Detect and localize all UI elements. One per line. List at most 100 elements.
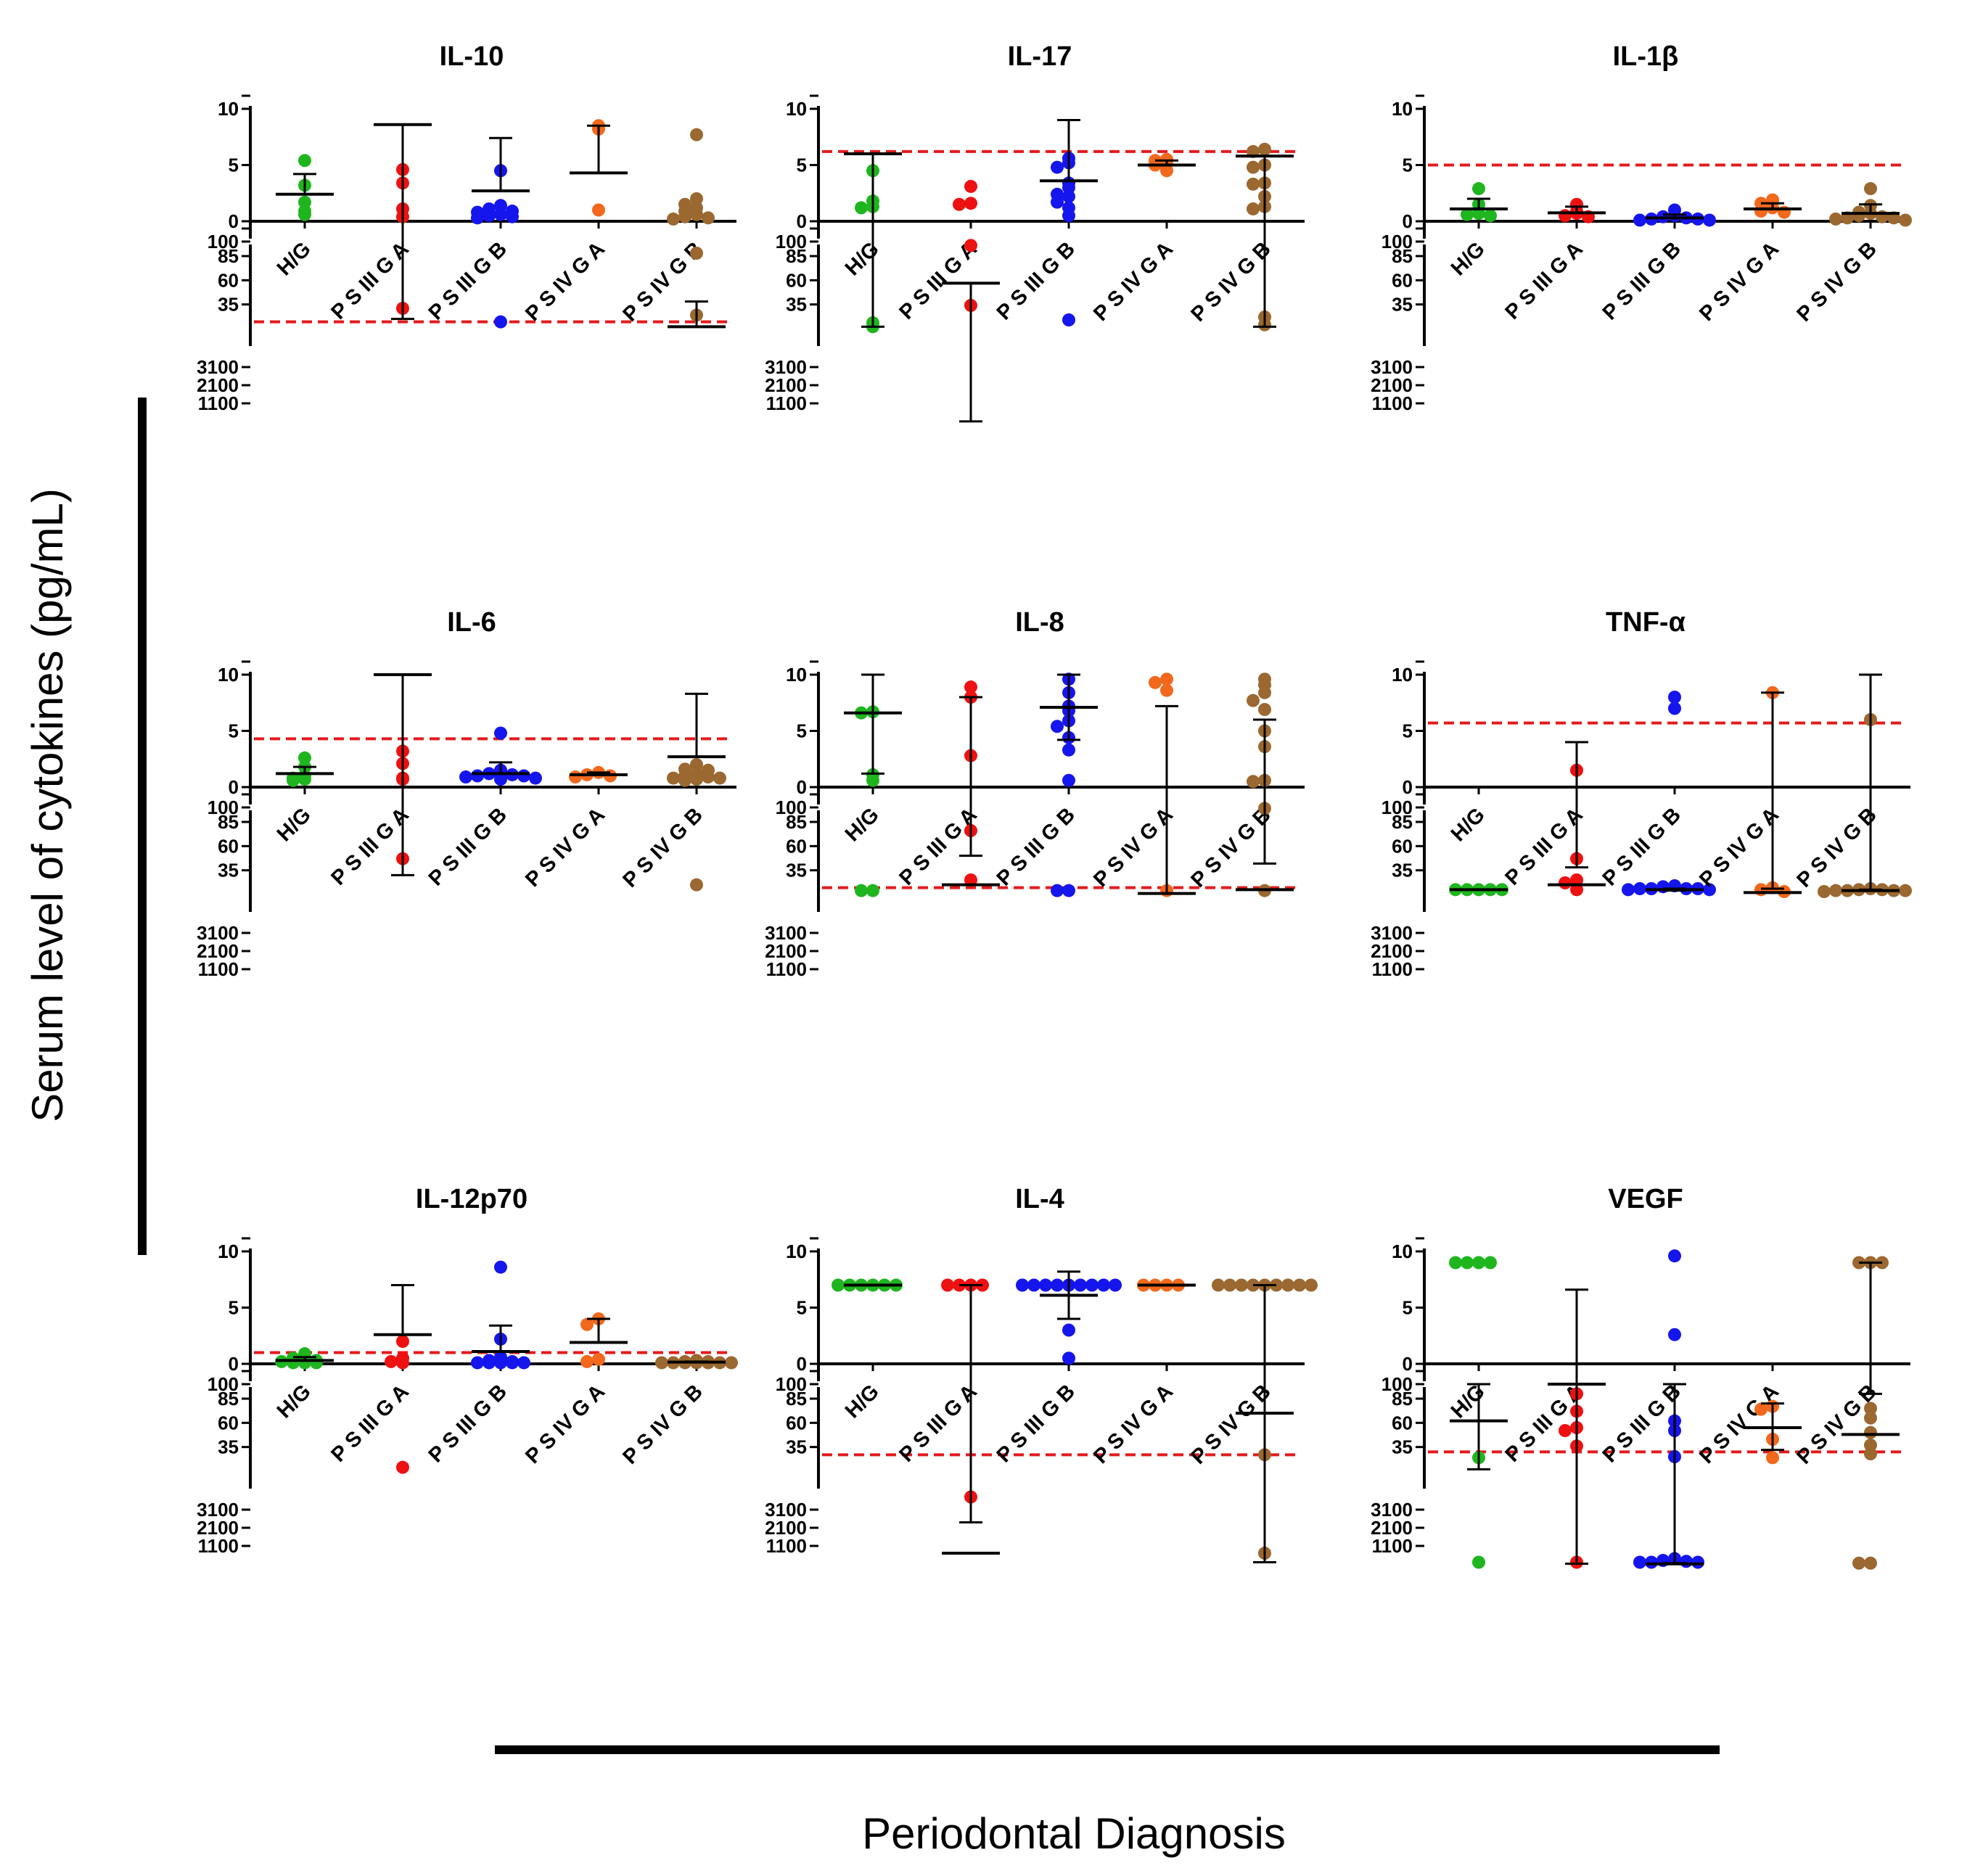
y-tick-label: 2100 — [765, 374, 807, 396]
y-tick-label: 10 — [218, 664, 239, 686]
y-tick-label: 3100 — [765, 356, 807, 378]
y-tick-label: 1100 — [766, 392, 807, 414]
data-point — [1633, 882, 1646, 895]
data-point — [494, 315, 507, 329]
data-point — [506, 210, 519, 223]
data-point — [471, 769, 484, 783]
y-tick-label: 60 — [786, 835, 807, 857]
y-tick-label: 1100 — [1372, 958, 1413, 980]
data-point — [1247, 160, 1260, 174]
data-point — [1062, 313, 1075, 326]
data-point — [529, 771, 542, 785]
y-tick-label: 10 — [786, 1241, 807, 1262]
data-point — [517, 769, 530, 783]
data-point — [1085, 1278, 1099, 1292]
y-tick-label: 1100 — [1372, 392, 1413, 414]
data-point — [494, 773, 507, 786]
data-point — [592, 203, 605, 217]
y-tick-label: 10 — [1392, 98, 1413, 120]
y-tick-label: 10 — [1392, 1241, 1413, 1262]
y-tick-label: 3100 — [765, 922, 807, 944]
data-point — [1160, 672, 1173, 686]
data-point — [1645, 1555, 1658, 1569]
x-tick-label: P S IV G A — [521, 237, 609, 326]
x-tick-label: P S IV G A — [521, 1380, 609, 1468]
x-tick-label: P S IV G A — [1695, 803, 1783, 892]
data-point — [1281, 1278, 1294, 1292]
data-point — [690, 247, 703, 260]
data-point — [471, 1356, 484, 1370]
data-point — [1484, 209, 1497, 223]
y-tick-label: 100 — [208, 231, 239, 252]
data-point — [396, 1460, 409, 1474]
data-point — [1247, 775, 1260, 789]
data-point — [483, 1356, 496, 1370]
data-point — [1570, 873, 1583, 886]
data-point — [1051, 195, 1064, 209]
data-point — [964, 680, 977, 694]
y-tick-label: 10 — [786, 98, 807, 120]
data-point — [1559, 876, 1572, 889]
data-point — [855, 884, 868, 897]
data-point — [1258, 686, 1271, 699]
data-point — [1160, 164, 1173, 178]
data-point — [1570, 883, 1583, 897]
x-tick-label: H/G — [273, 237, 316, 280]
data-point — [1461, 1256, 1474, 1270]
data-point — [1818, 885, 1831, 898]
y-tick-label: 1100 — [198, 1535, 239, 1557]
data-point — [1062, 773, 1075, 787]
data-point — [483, 209, 496, 223]
y-tick-label: 10 — [786, 98, 807, 120]
data-point — [298, 195, 311, 209]
y-tick-label: 85 — [218, 1388, 239, 1410]
y-tick-label: 3100 — [197, 922, 239, 944]
y-tick-label: 10 — [786, 1241, 807, 1262]
y-tick-label: 10 — [786, 664, 807, 686]
panel-title: IL-10 — [440, 41, 504, 72]
data-point — [1212, 1278, 1225, 1292]
x-tick-label: H/G — [273, 803, 316, 846]
data-point — [1668, 1249, 1681, 1263]
data-point — [690, 773, 703, 786]
x-tick-label: P S III G B — [424, 1380, 512, 1467]
y-tick-label: 5 — [1403, 720, 1413, 742]
y-tick-label: 5 — [229, 155, 239, 176]
data-point — [506, 1356, 519, 1370]
data-point — [1109, 1278, 1122, 1292]
y-tick-label: 3100 — [1371, 1499, 1413, 1521]
data-point — [964, 179, 977, 193]
y-tick-label: 100 — [208, 1373, 239, 1395]
y-tick-label: 60 — [1392, 269, 1413, 291]
data-point — [678, 773, 691, 787]
data-point — [1691, 1555, 1704, 1569]
data-point — [1062, 743, 1075, 757]
y-tick-label: 85 — [786, 811, 807, 833]
y-tick-label: 1100 — [198, 958, 239, 980]
y-tick-label: 3100 — [765, 1499, 807, 1521]
y-tick-label: 1100 — [1372, 1535, 1413, 1557]
data-point — [941, 1278, 954, 1292]
y-tick-label: 60 — [786, 1412, 807, 1433]
data-point — [1622, 883, 1635, 897]
y-tick-label: 100 — [776, 1373, 807, 1395]
data-point — [1559, 1424, 1572, 1437]
x-tick-label: P S IV G B — [1186, 803, 1276, 892]
data-point — [1062, 884, 1075, 897]
data-point — [1852, 1556, 1865, 1570]
data-point — [1160, 683, 1173, 697]
x-tick-label: H/G — [1447, 237, 1490, 280]
y-tick-label: 60 — [1392, 1412, 1413, 1433]
y-tick-label: 100 — [776, 231, 807, 252]
y-tick-label: 10 — [218, 1241, 239, 1262]
y-tick-label: 3100 — [197, 1499, 239, 1521]
data-point — [1062, 181, 1075, 194]
y-tick-label: 35 — [786, 860, 807, 881]
data-point — [1062, 1352, 1075, 1365]
y-tick-label: 85 — [218, 811, 239, 833]
data-point — [964, 873, 977, 886]
